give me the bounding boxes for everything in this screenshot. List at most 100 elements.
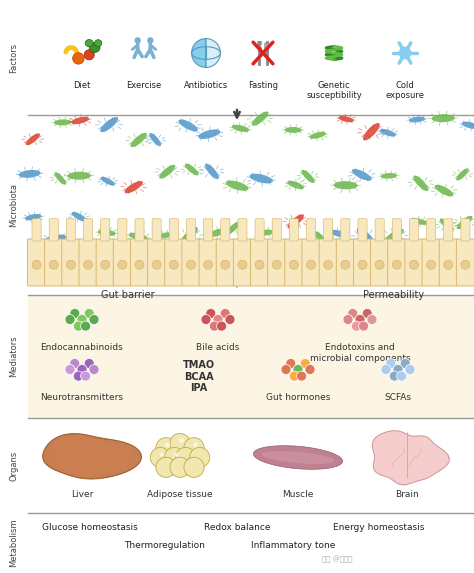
Ellipse shape (130, 133, 147, 147)
Ellipse shape (18, 170, 41, 178)
Text: Energy homeostasis: Energy homeostasis (333, 523, 425, 532)
Circle shape (427, 260, 436, 269)
Circle shape (156, 457, 176, 477)
Circle shape (83, 260, 92, 269)
Ellipse shape (287, 214, 304, 229)
Text: Neurotransmitters: Neurotransmitters (40, 394, 124, 402)
Ellipse shape (25, 214, 42, 221)
Ellipse shape (287, 180, 304, 189)
Ellipse shape (125, 181, 143, 193)
Circle shape (70, 359, 80, 368)
Circle shape (286, 359, 296, 368)
FancyBboxPatch shape (199, 239, 217, 286)
Circle shape (359, 321, 369, 331)
Circle shape (400, 359, 410, 368)
Circle shape (238, 260, 247, 269)
Ellipse shape (232, 125, 249, 132)
Ellipse shape (380, 129, 396, 136)
FancyBboxPatch shape (233, 239, 252, 286)
Circle shape (348, 308, 358, 319)
Circle shape (461, 260, 470, 269)
Ellipse shape (252, 112, 269, 126)
Ellipse shape (456, 216, 473, 229)
Circle shape (367, 315, 377, 324)
Ellipse shape (180, 227, 198, 245)
FancyBboxPatch shape (49, 219, 58, 241)
Text: Liver: Liver (71, 490, 93, 499)
Circle shape (289, 260, 299, 269)
FancyBboxPatch shape (336, 239, 355, 286)
Text: SCFAs: SCFAs (384, 394, 411, 402)
Ellipse shape (71, 117, 89, 124)
Circle shape (444, 260, 453, 269)
Circle shape (193, 443, 198, 447)
FancyBboxPatch shape (250, 239, 269, 286)
FancyBboxPatch shape (285, 239, 303, 286)
Circle shape (73, 371, 83, 381)
Circle shape (170, 457, 190, 477)
Text: Genetic
susceptibility: Genetic susceptibility (306, 81, 362, 100)
FancyBboxPatch shape (354, 239, 372, 286)
Polygon shape (373, 431, 449, 485)
FancyBboxPatch shape (392, 219, 401, 241)
FancyBboxPatch shape (461, 219, 470, 241)
Ellipse shape (98, 229, 116, 236)
FancyBboxPatch shape (27, 239, 46, 286)
Ellipse shape (149, 133, 161, 146)
FancyBboxPatch shape (32, 219, 41, 241)
FancyBboxPatch shape (238, 219, 247, 241)
Ellipse shape (159, 165, 175, 179)
Circle shape (362, 308, 372, 319)
Ellipse shape (413, 175, 428, 191)
FancyBboxPatch shape (255, 219, 264, 241)
Ellipse shape (178, 119, 198, 131)
Ellipse shape (54, 119, 72, 125)
Circle shape (66, 260, 75, 269)
FancyBboxPatch shape (444, 219, 453, 241)
Circle shape (184, 438, 204, 458)
Circle shape (255, 260, 264, 269)
Wedge shape (206, 38, 220, 68)
Ellipse shape (257, 230, 274, 236)
Text: Microbiota: Microbiota (9, 183, 18, 227)
Circle shape (73, 53, 84, 64)
FancyBboxPatch shape (375, 219, 384, 241)
Text: Exercise: Exercise (127, 81, 162, 90)
Circle shape (84, 308, 94, 319)
Text: 知乎 @杰拉德: 知乎 @杰拉德 (322, 556, 353, 563)
Circle shape (70, 308, 80, 319)
FancyBboxPatch shape (268, 239, 286, 286)
Ellipse shape (205, 163, 219, 179)
FancyBboxPatch shape (422, 239, 440, 286)
Ellipse shape (129, 233, 148, 241)
Text: Brain: Brain (395, 490, 419, 499)
Circle shape (84, 359, 94, 368)
Text: Fasting: Fasting (248, 81, 278, 90)
Ellipse shape (363, 123, 380, 140)
Text: Endotoxins and
microbial components: Endotoxins and microbial components (310, 343, 410, 363)
FancyBboxPatch shape (203, 219, 213, 241)
Ellipse shape (254, 446, 343, 469)
FancyBboxPatch shape (272, 219, 281, 241)
FancyBboxPatch shape (136, 43, 139, 49)
Circle shape (152, 260, 161, 269)
Circle shape (397, 371, 407, 381)
Ellipse shape (262, 451, 334, 464)
Circle shape (355, 315, 365, 324)
FancyBboxPatch shape (45, 239, 63, 286)
Ellipse shape (462, 121, 474, 129)
Bar (28, 295, 474, 418)
FancyBboxPatch shape (118, 219, 127, 241)
Circle shape (206, 308, 216, 319)
Circle shape (174, 453, 178, 457)
Text: TMAO
BCAA
IPA: TMAO BCAA IPA (183, 360, 215, 393)
Circle shape (184, 457, 204, 477)
Ellipse shape (226, 180, 248, 191)
Ellipse shape (385, 229, 404, 242)
FancyBboxPatch shape (152, 219, 161, 241)
FancyBboxPatch shape (427, 219, 436, 241)
Ellipse shape (310, 132, 326, 139)
Circle shape (100, 260, 109, 269)
Circle shape (341, 260, 350, 269)
FancyBboxPatch shape (100, 219, 110, 241)
